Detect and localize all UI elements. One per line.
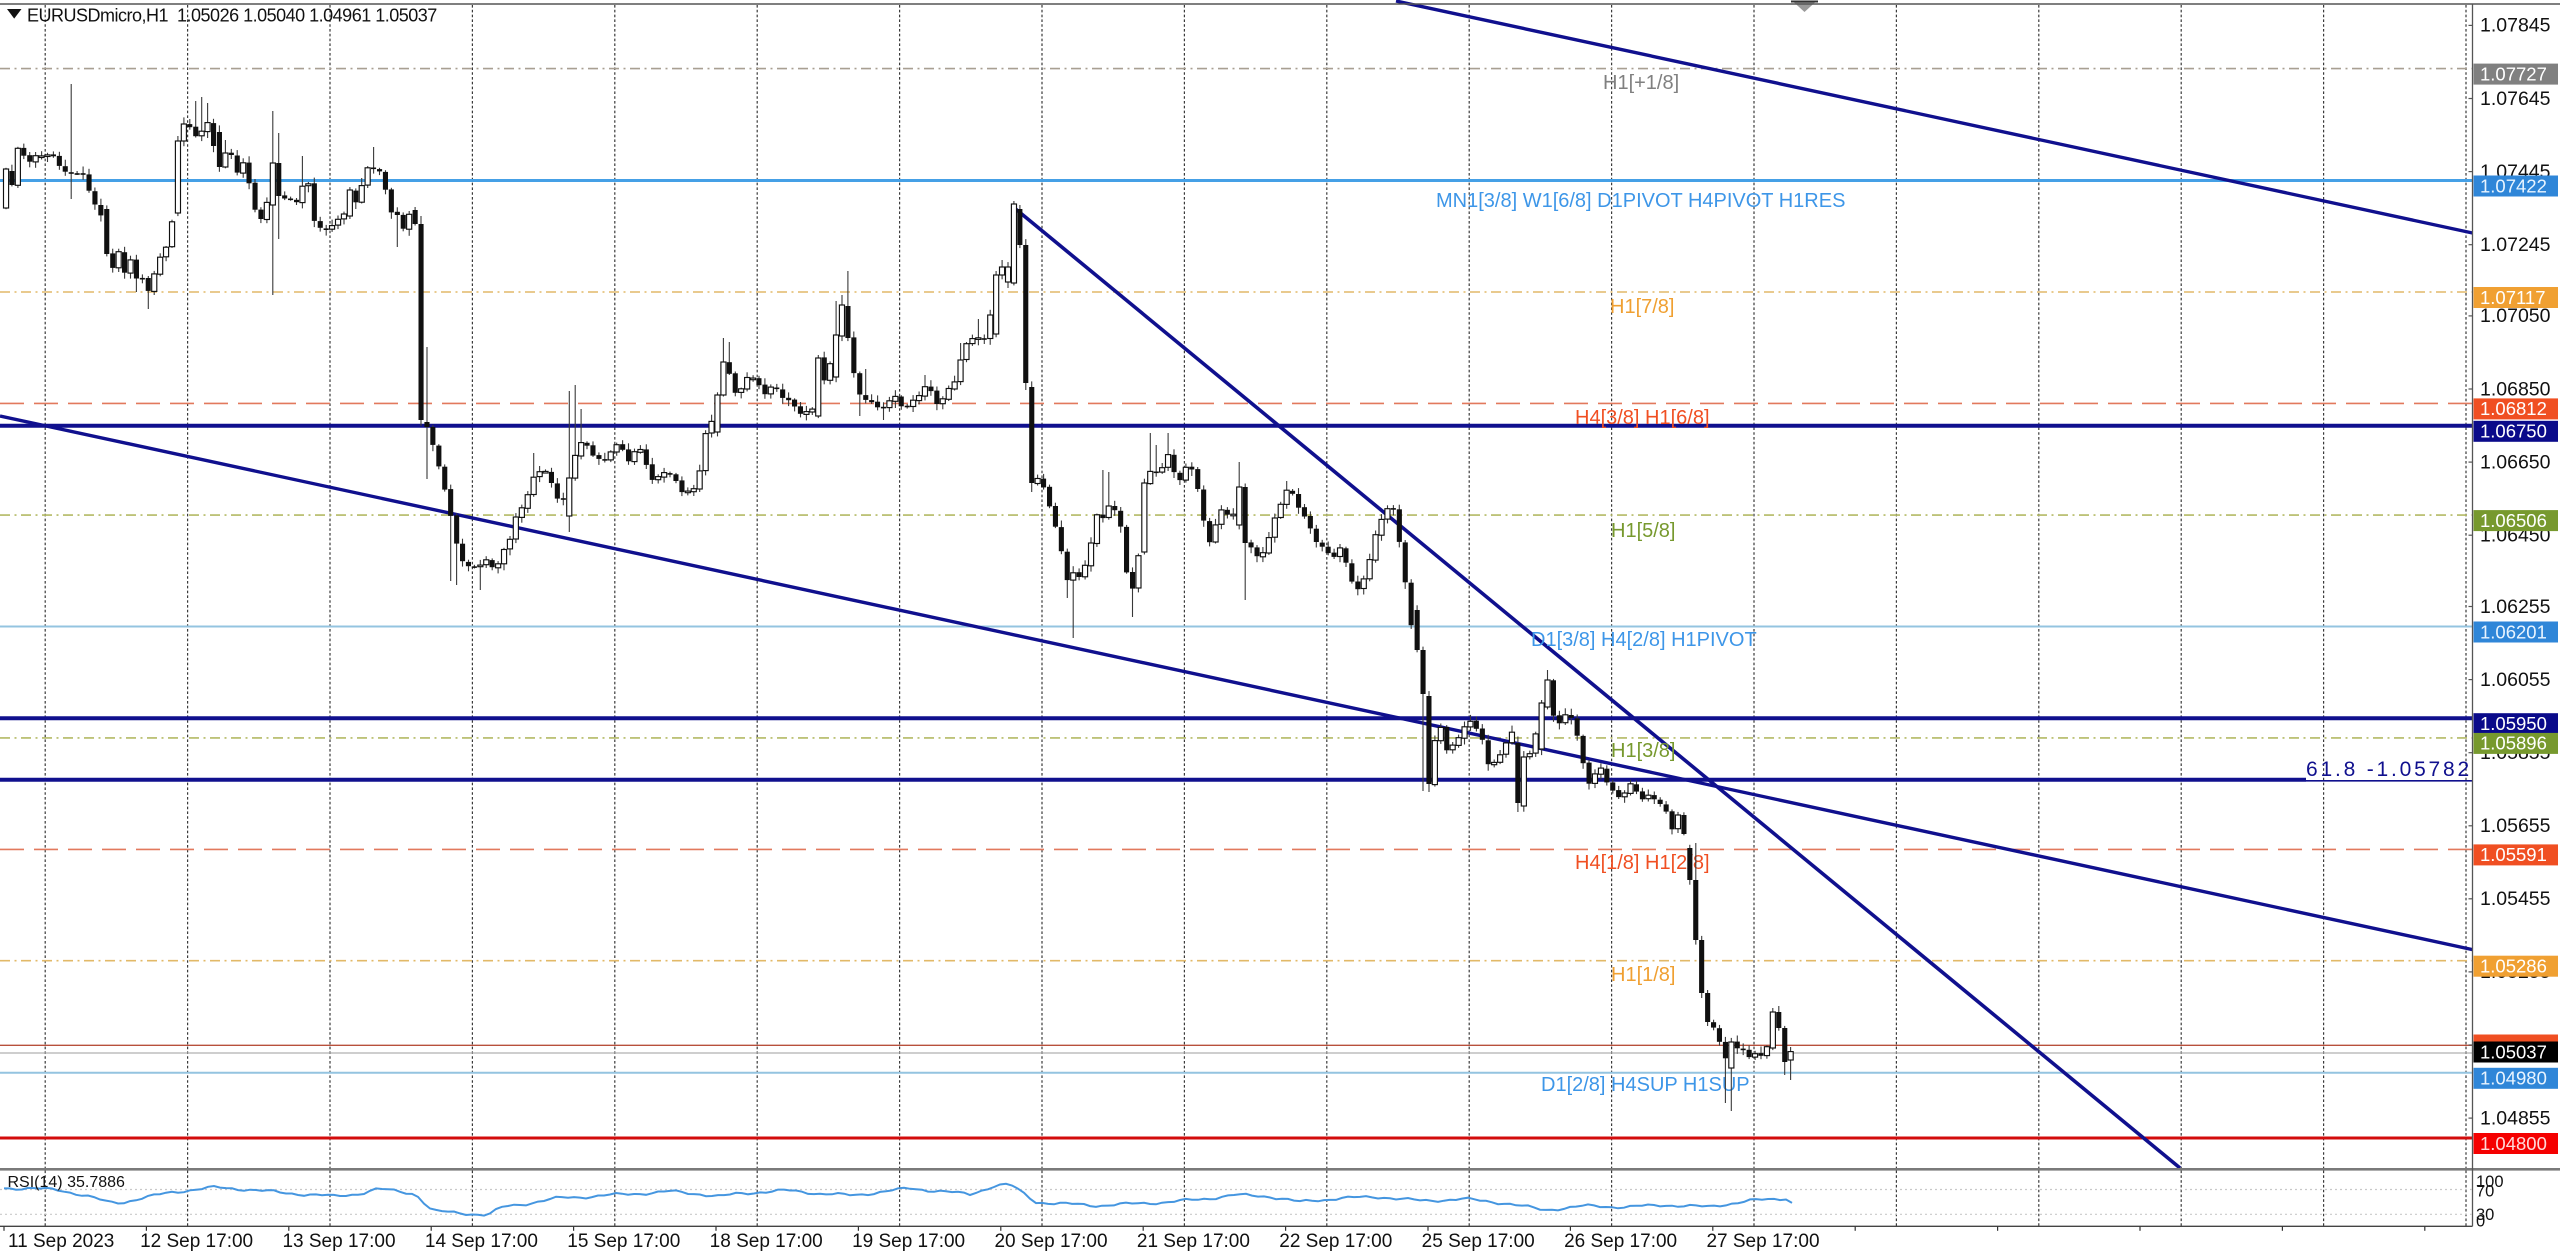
svg-text:H1[3/8]: H1[3/8] (1611, 740, 1675, 762)
svg-text:1.06255: 1.06255 (2480, 596, 2551, 618)
svg-text:1.05950: 1.05950 (2480, 713, 2547, 734)
svg-text:1.06650: 1.06650 (2480, 451, 2551, 473)
svg-text:14 Sep 17:00: 14 Sep 17:00 (425, 1231, 538, 1251)
svg-text:26 Sep 17:00: 26 Sep 17:00 (1564, 1231, 1677, 1251)
svg-text:12 Sep 17:00: 12 Sep 17:00 (140, 1231, 253, 1251)
svg-text:D1[3/8] H4[2/8] H1PIVOT: D1[3/8] H4[2/8] H1PIVOT (1531, 629, 1757, 651)
svg-text:H1[5/8]: H1[5/8] (1611, 520, 1675, 542)
svg-text:21 Sep 17:00: 21 Sep 17:00 (1137, 1231, 1250, 1251)
svg-text:1.07117: 1.07117 (2480, 287, 2546, 308)
svg-text:1.06201: 1.06201 (2480, 621, 2547, 642)
svg-text:1.06506: 1.06506 (2480, 510, 2547, 531)
svg-text:15 Sep 17:00: 15 Sep 17:00 (567, 1231, 680, 1251)
svg-text:1.06750: 1.06750 (2480, 421, 2547, 442)
svg-text:1.05655: 1.05655 (2480, 815, 2551, 837)
svg-text:13 Sep 17:00: 13 Sep 17:00 (282, 1231, 395, 1251)
svg-text:1.06055: 1.06055 (2480, 669, 2551, 691)
svg-text:EURUSDmicro,H1 1.05026 1.0504: EURUSDmicro,H1 1.05026 1.05040 1.04961 1… (27, 6, 437, 26)
svg-text:1.06850: 1.06850 (2480, 378, 2551, 400)
svg-text:1.05896: 1.05896 (2480, 733, 2547, 754)
svg-text:H4[3/8] H1[6/8]: H4[3/8] H1[6/8] (1575, 407, 1710, 429)
svg-text:11 Sep 2023: 11 Sep 2023 (8, 1231, 114, 1251)
svg-text:18 Sep 17:00: 18 Sep 17:00 (710, 1231, 823, 1251)
svg-text:1.07645: 1.07645 (2480, 88, 2551, 110)
svg-text:20 Sep 17:00: 20 Sep 17:00 (994, 1231, 1107, 1251)
svg-text:1.05286: 1.05286 (2480, 956, 2547, 977)
svg-text:1.07727: 1.07727 (2480, 63, 2547, 84)
svg-text:27 Sep 17:00: 27 Sep 17:00 (1706, 1231, 1819, 1251)
svg-text:MN1[3/8] W1[6/8] D1PIVOT H4PIV: MN1[3/8] W1[6/8] D1PIVOT H4PIVOT H1RES (1436, 190, 1845, 212)
svg-text:H1[7/8]: H1[7/8] (1610, 296, 1674, 318)
svg-text:H1[1/8]: H1[1/8] (1611, 964, 1675, 986)
svg-text:1.05455: 1.05455 (2480, 888, 2551, 910)
svg-text:RSI(14) 35.7886: RSI(14) 35.7886 (8, 1174, 126, 1191)
svg-text:H4[1/8] H1[2/8]: H4[1/8] H1[2/8] (1575, 852, 1710, 874)
svg-text:100: 100 (2476, 1173, 2504, 1191)
svg-text:70: 70 (2476, 1182, 2494, 1200)
svg-text:D1[2/8] H4SUP H1SUP: D1[2/8] H4SUP H1SUP (1541, 1074, 1750, 1096)
svg-text:1.05037: 1.05037 (2480, 1041, 2547, 1062)
svg-text:22 Sep 17:00: 22 Sep 17:00 (1279, 1231, 1392, 1251)
svg-text:1.07845: 1.07845 (2480, 15, 2551, 37)
svg-text:H1[+1/8]: H1[+1/8] (1603, 72, 1679, 94)
svg-text:25 Sep 17:00: 25 Sep 17:00 (1422, 1231, 1535, 1251)
svg-text:19 Sep 17:00: 19 Sep 17:00 (852, 1231, 965, 1251)
svg-text:1.04855: 1.04855 (2480, 1107, 2551, 1129)
svg-text:1.05591: 1.05591 (2480, 844, 2547, 865)
svg-text:61.8 -1.05782: 61.8 -1.05782 (2306, 758, 2472, 781)
svg-text:1.07245: 1.07245 (2480, 234, 2551, 256)
svg-text:1.07422: 1.07422 (2480, 175, 2547, 196)
svg-text:0: 0 (2476, 1213, 2485, 1231)
svg-text:30: 30 (2476, 1206, 2494, 1224)
svg-text:1.06812: 1.06812 (2480, 398, 2547, 419)
svg-text:1.04800: 1.04800 (2480, 1133, 2547, 1154)
svg-text:1.04980: 1.04980 (2480, 1068, 2547, 1089)
svg-text:1.07050: 1.07050 (2480, 305, 2551, 327)
